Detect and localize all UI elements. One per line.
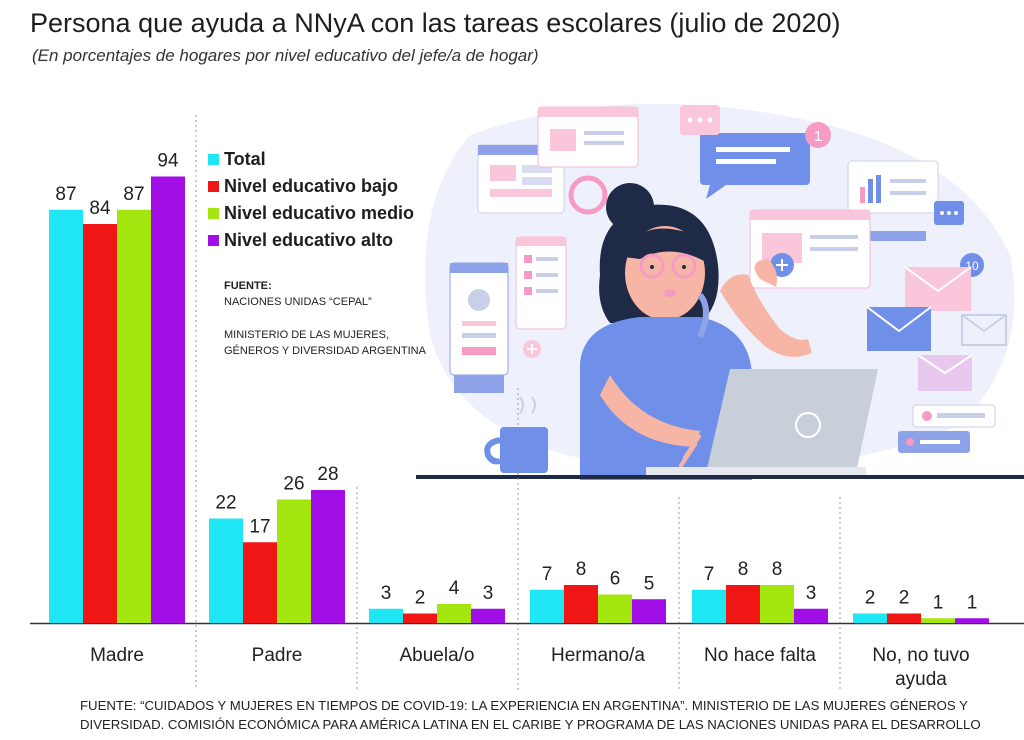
donut-chart-icon (568, 175, 608, 215)
bar-value-label: 5 (644, 573, 655, 594)
bar-value-label: 7 (704, 564, 715, 585)
bar (564, 585, 598, 623)
bar-value-label: 2 (899, 588, 910, 609)
legend: Total Nivel educativo bajo Nivel educati… (208, 146, 414, 254)
bar (277, 499, 311, 623)
chart-subtitle: (En porcentajes de hogares por nivel edu… (32, 46, 539, 65)
notification-badge (805, 122, 831, 148)
bar (530, 589, 564, 623)
bar-value-label: 8 (772, 559, 783, 580)
bar (853, 613, 887, 623)
footer-source: FUENTE: “CUIDADOS Y MUJERES EN TIEMPOS D… (80, 696, 981, 734)
bar-value-label: 8 (738, 559, 749, 580)
bar-value-label: 1 (967, 592, 978, 613)
bar (760, 585, 794, 623)
bar-value-label: 22 (215, 493, 236, 514)
bar-value-label: 2 (415, 588, 426, 609)
bar (921, 618, 955, 623)
bar-value-label: 84 (89, 198, 111, 219)
bar-value-label: 3 (483, 583, 494, 604)
bar (117, 209, 151, 623)
bar-value-label: 3 (806, 583, 817, 604)
category-label: No, no tuvo (872, 645, 969, 666)
bar-value-label: 28 (317, 464, 338, 485)
bar (403, 613, 437, 623)
bar (243, 542, 277, 623)
category-label: Madre (90, 645, 144, 666)
category-label: ayuda (895, 669, 947, 690)
bar (437, 604, 471, 623)
legend-swatch-medio (208, 208, 219, 219)
bar-value-label: 4 (449, 578, 460, 599)
bar (794, 608, 828, 623)
badge-1-label: 1 (814, 128, 822, 145)
category-label: No hace falta (704, 645, 816, 666)
bar (887, 613, 921, 623)
bar (598, 594, 632, 623)
category-label: Padre (252, 645, 303, 666)
category-label: Abuela/o (399, 645, 474, 666)
bar-value-label: 87 (55, 184, 76, 205)
footer-line: DIVERSIDAD. COMISIÓN ECONÓMICA PARA AMÉR… (80, 717, 981, 732)
source-heading: FUENTE: (224, 280, 272, 292)
bar (311, 490, 345, 623)
bar-value-label: 2 (865, 588, 876, 609)
bar-value-label: 6 (610, 569, 621, 590)
legend-item-alto: Nivel educativo alto (208, 227, 414, 254)
bar (471, 608, 505, 623)
bar-value-label: 87 (123, 184, 144, 205)
legend-label-bajo: Nivel educativo bajo (224, 176, 399, 196)
legend-label-total: Total (224, 149, 266, 169)
legend-swatch-bajo (208, 181, 219, 192)
bar (151, 176, 185, 623)
bar-value-label: 8 (576, 559, 587, 580)
legend-swatch-total (208, 154, 219, 165)
bar-value-label: 7 (542, 564, 553, 585)
coffee-mug-icon (500, 427, 548, 473)
bar (955, 618, 989, 623)
legend-item-bajo: Nivel educativo bajo (208, 173, 414, 200)
bar (209, 518, 243, 623)
category-label: Hermano/a (551, 645, 645, 666)
chart-title: Persona que ayuda a NNyA con las tareas … (30, 8, 841, 38)
source-note: FUENTE: NACIONES UNIDAS “CEPAL” MINISTER… (224, 278, 426, 359)
bar-value-label: 26 (283, 474, 304, 495)
legend-item-medio: Nivel educativo medio (208, 200, 414, 227)
legend-label-alto: Nivel educativo alto (224, 230, 394, 250)
bar (632, 599, 666, 623)
bar-value-label: 17 (249, 516, 270, 537)
legend-item-total: Total (208, 146, 414, 173)
bar (369, 608, 403, 623)
bar (83, 224, 117, 623)
bar-value-label: 1 (933, 592, 944, 613)
bar (692, 589, 726, 623)
bar-value-label: 94 (157, 151, 179, 172)
bar (726, 585, 760, 623)
bar-value-label: 3 (381, 583, 392, 604)
footer-line: FUENTE: “CUIDADOS Y MUJERES EN TIEMPOS D… (80, 698, 968, 713)
woman-at-laptop-illustration: 1 10 (416, 103, 1024, 480)
source-line: GÉNEROS Y DIVERSIDAD ARGENTINA (224, 345, 426, 357)
source-line: NACIONES UNIDAS “CEPAL” (224, 296, 372, 308)
source-line: MINISTERIO DE LAS MUJERES, (224, 329, 390, 341)
legend-swatch-alto (208, 235, 219, 246)
laptop-icon (706, 369, 878, 473)
legend-label-medio: Nivel educativo medio (224, 203, 415, 223)
bar (49, 209, 83, 623)
